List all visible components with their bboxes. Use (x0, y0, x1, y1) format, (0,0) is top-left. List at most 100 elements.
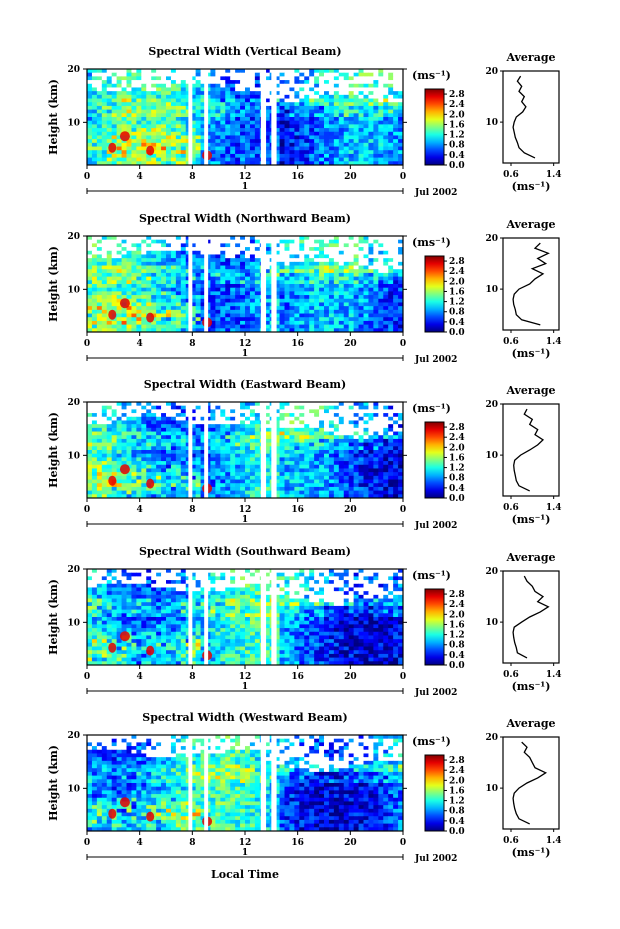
heatmap-cell (141, 320, 147, 326)
heatmap-cell (106, 424, 113, 429)
heatmap-cell (398, 272, 404, 278)
heatmap-cell (240, 479, 246, 484)
heatmap-cell (363, 254, 369, 259)
heatmap-cell (116, 431, 123, 436)
heatmap-gap-cell (353, 239, 360, 244)
heatmap-cell (205, 261, 211, 267)
heatmap-cell (393, 446, 399, 451)
heatmap-cell (146, 94, 152, 100)
heatmap-cell (210, 113, 216, 118)
heatmap-cell (175, 102, 182, 107)
heatmap-gap-cell (87, 243, 93, 248)
heatmap-cell (378, 120, 384, 125)
heatmap-cell (170, 113, 177, 118)
heatmap-cell (378, 317, 384, 322)
heatmap-cell (249, 91, 256, 96)
heatmap-cell (348, 120, 355, 125)
heatmap-cell (274, 131, 281, 136)
heatmap-cell (314, 284, 320, 289)
heatmap-cell (304, 324, 310, 329)
heatmap-cell (215, 287, 221, 292)
heatmap-cell (388, 313, 394, 318)
heatmap-cell (136, 424, 142, 429)
heatmap-cell (279, 320, 285, 326)
heatmap-cell (180, 139, 187, 144)
heatmap-cell (220, 324, 226, 329)
heatmap-cell (393, 420, 399, 425)
heatmap-cell (111, 409, 118, 414)
heatmap-cell (200, 109, 206, 114)
heatmap-cell (220, 317, 226, 322)
heatmap-cell (328, 113, 335, 118)
heatmap-cell (279, 291, 285, 296)
heatmap-cell (141, 98, 147, 103)
heatmap-cell (156, 298, 162, 303)
heatmap-cell (126, 424, 132, 429)
heatmap-gap-cell (309, 424, 315, 429)
heatmap-gap-cell (215, 72, 221, 77)
heatmap-gap-cell (141, 243, 147, 248)
heatmap-cell (388, 453, 394, 458)
heatmap-cell (343, 76, 350, 81)
heatmap-cell (249, 424, 256, 429)
heatmap-cell (279, 124, 285, 129)
heatmap-cell (279, 239, 285, 244)
heatmap-gap-cell (368, 254, 374, 259)
heatmap-cell (343, 261, 350, 267)
heatmap-cell (299, 472, 305, 477)
heatmap-hotspot (146, 312, 155, 323)
heatmap-cell (175, 309, 182, 315)
heatmap-cell (166, 291, 172, 296)
heatmap-cell (136, 254, 142, 259)
heatmap-cell (324, 450, 330, 455)
heatmap-gap-cell (398, 254, 404, 259)
heatmap-gap-cell (348, 243, 355, 248)
heatmap-cell (230, 153, 236, 159)
heatmap-gap-cell (398, 265, 404, 270)
heatmap-cell (294, 265, 300, 270)
heatmap-cell (388, 298, 394, 303)
heatmap-cell (146, 128, 152, 133)
heatmap-cell (121, 472, 127, 477)
heatmap-cell (96, 442, 103, 447)
heatmap-cell (358, 117, 364, 122)
heatmap-cell (348, 324, 355, 329)
heatmap-cell (215, 405, 221, 410)
heatmap-cell (146, 258, 152, 263)
heatmap-cell (388, 450, 394, 455)
heatmap-cell (126, 269, 132, 274)
heatmap-cell (235, 438, 241, 444)
heatmap-cell (284, 442, 290, 447)
heatmap-cell (299, 324, 305, 329)
heatmap-gap-cell (151, 236, 157, 241)
heatmap-cell (279, 284, 285, 289)
heatmap-gap-cell (343, 250, 350, 255)
heatmap-cell (136, 157, 142, 162)
heatmap-cell (146, 442, 152, 447)
heatmap-cell (121, 276, 127, 281)
heatmap-cell (358, 109, 364, 114)
heatmap-cell (161, 131, 167, 136)
heatmap-cell (333, 291, 340, 296)
heatmap-cell (343, 324, 350, 329)
heatmap-cell (314, 431, 320, 436)
heatmap-cell (121, 457, 127, 462)
heatmap-cell (319, 146, 325, 151)
heatmap-cell (348, 76, 355, 81)
heatmap-gap-cell (309, 239, 315, 244)
heatmap-gap-cell (126, 409, 132, 414)
heatmap-cell (328, 258, 335, 263)
heatmap-cell (170, 295, 177, 300)
heatmap-cell (126, 128, 132, 133)
heatmap-gap-cell (230, 239, 236, 244)
heatmap-cell (314, 475, 320, 481)
heatmap-cell (190, 135, 197, 140)
heatmap-cell (170, 272, 177, 278)
heatmap-gap-cell (348, 413, 355, 418)
heatmap-cell (146, 98, 152, 103)
heatmap-cell (254, 280, 261, 285)
heatmap-cell (324, 409, 330, 414)
heatmap-gap-cell (328, 80, 335, 85)
heatmap-cell (126, 261, 132, 267)
heatmap-gap-cell (131, 239, 137, 244)
